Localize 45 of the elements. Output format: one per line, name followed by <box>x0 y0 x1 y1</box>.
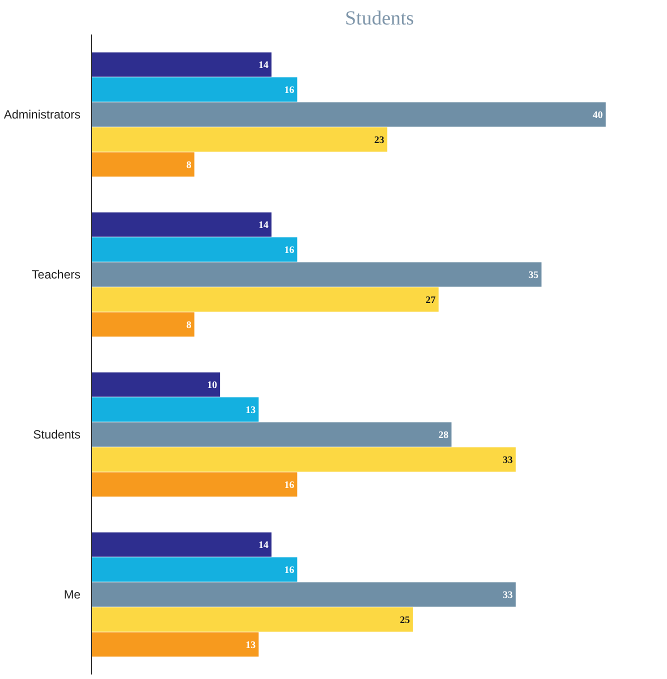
data-label: 14 <box>258 540 268 552</box>
data-label: 8 <box>186 320 192 331</box>
bar <box>92 237 298 262</box>
data-label: 10 <box>207 380 218 392</box>
bar <box>92 532 272 557</box>
bar <box>92 397 259 422</box>
bar <box>92 557 298 582</box>
bar <box>92 262 542 287</box>
data-label: 23 <box>374 134 384 146</box>
data-label: 16 <box>284 480 294 491</box>
data-label: 8 <box>186 160 192 171</box>
bar <box>92 472 298 497</box>
y-tick-label: Students <box>33 428 81 442</box>
bar <box>92 77 298 102</box>
data-label: 13 <box>246 405 256 416</box>
y-tick-label: Administrators <box>4 108 80 122</box>
bar <box>92 422 452 447</box>
bar <box>92 632 259 657</box>
y-tick-label: Teachers <box>32 268 81 282</box>
data-label: 40 <box>592 110 603 121</box>
y-tick-label: Me <box>64 588 81 602</box>
data-label: 16 <box>284 245 294 256</box>
chart-title: Students <box>345 8 414 30</box>
data-label: 14 <box>258 220 268 232</box>
data-label: 35 <box>528 270 538 281</box>
bar <box>92 447 516 472</box>
data-label: 14 <box>258 60 268 72</box>
data-label: 16 <box>284 565 294 576</box>
bar <box>92 102 606 127</box>
bar <box>92 287 439 312</box>
bar <box>92 212 272 237</box>
data-label: 25 <box>400 614 410 626</box>
bar <box>92 52 272 77</box>
bar <box>92 152 194 177</box>
data-label: 28 <box>438 430 448 441</box>
data-label: 33 <box>502 454 513 466</box>
data-label: 13 <box>246 640 256 651</box>
data-label: 16 <box>284 85 294 96</box>
data-label: 33 <box>502 590 513 601</box>
bar <box>92 312 194 337</box>
bar <box>92 127 388 152</box>
bar <box>92 372 220 397</box>
bar <box>92 582 516 607</box>
data-label: 27 <box>426 294 436 306</box>
bar <box>92 607 413 632</box>
